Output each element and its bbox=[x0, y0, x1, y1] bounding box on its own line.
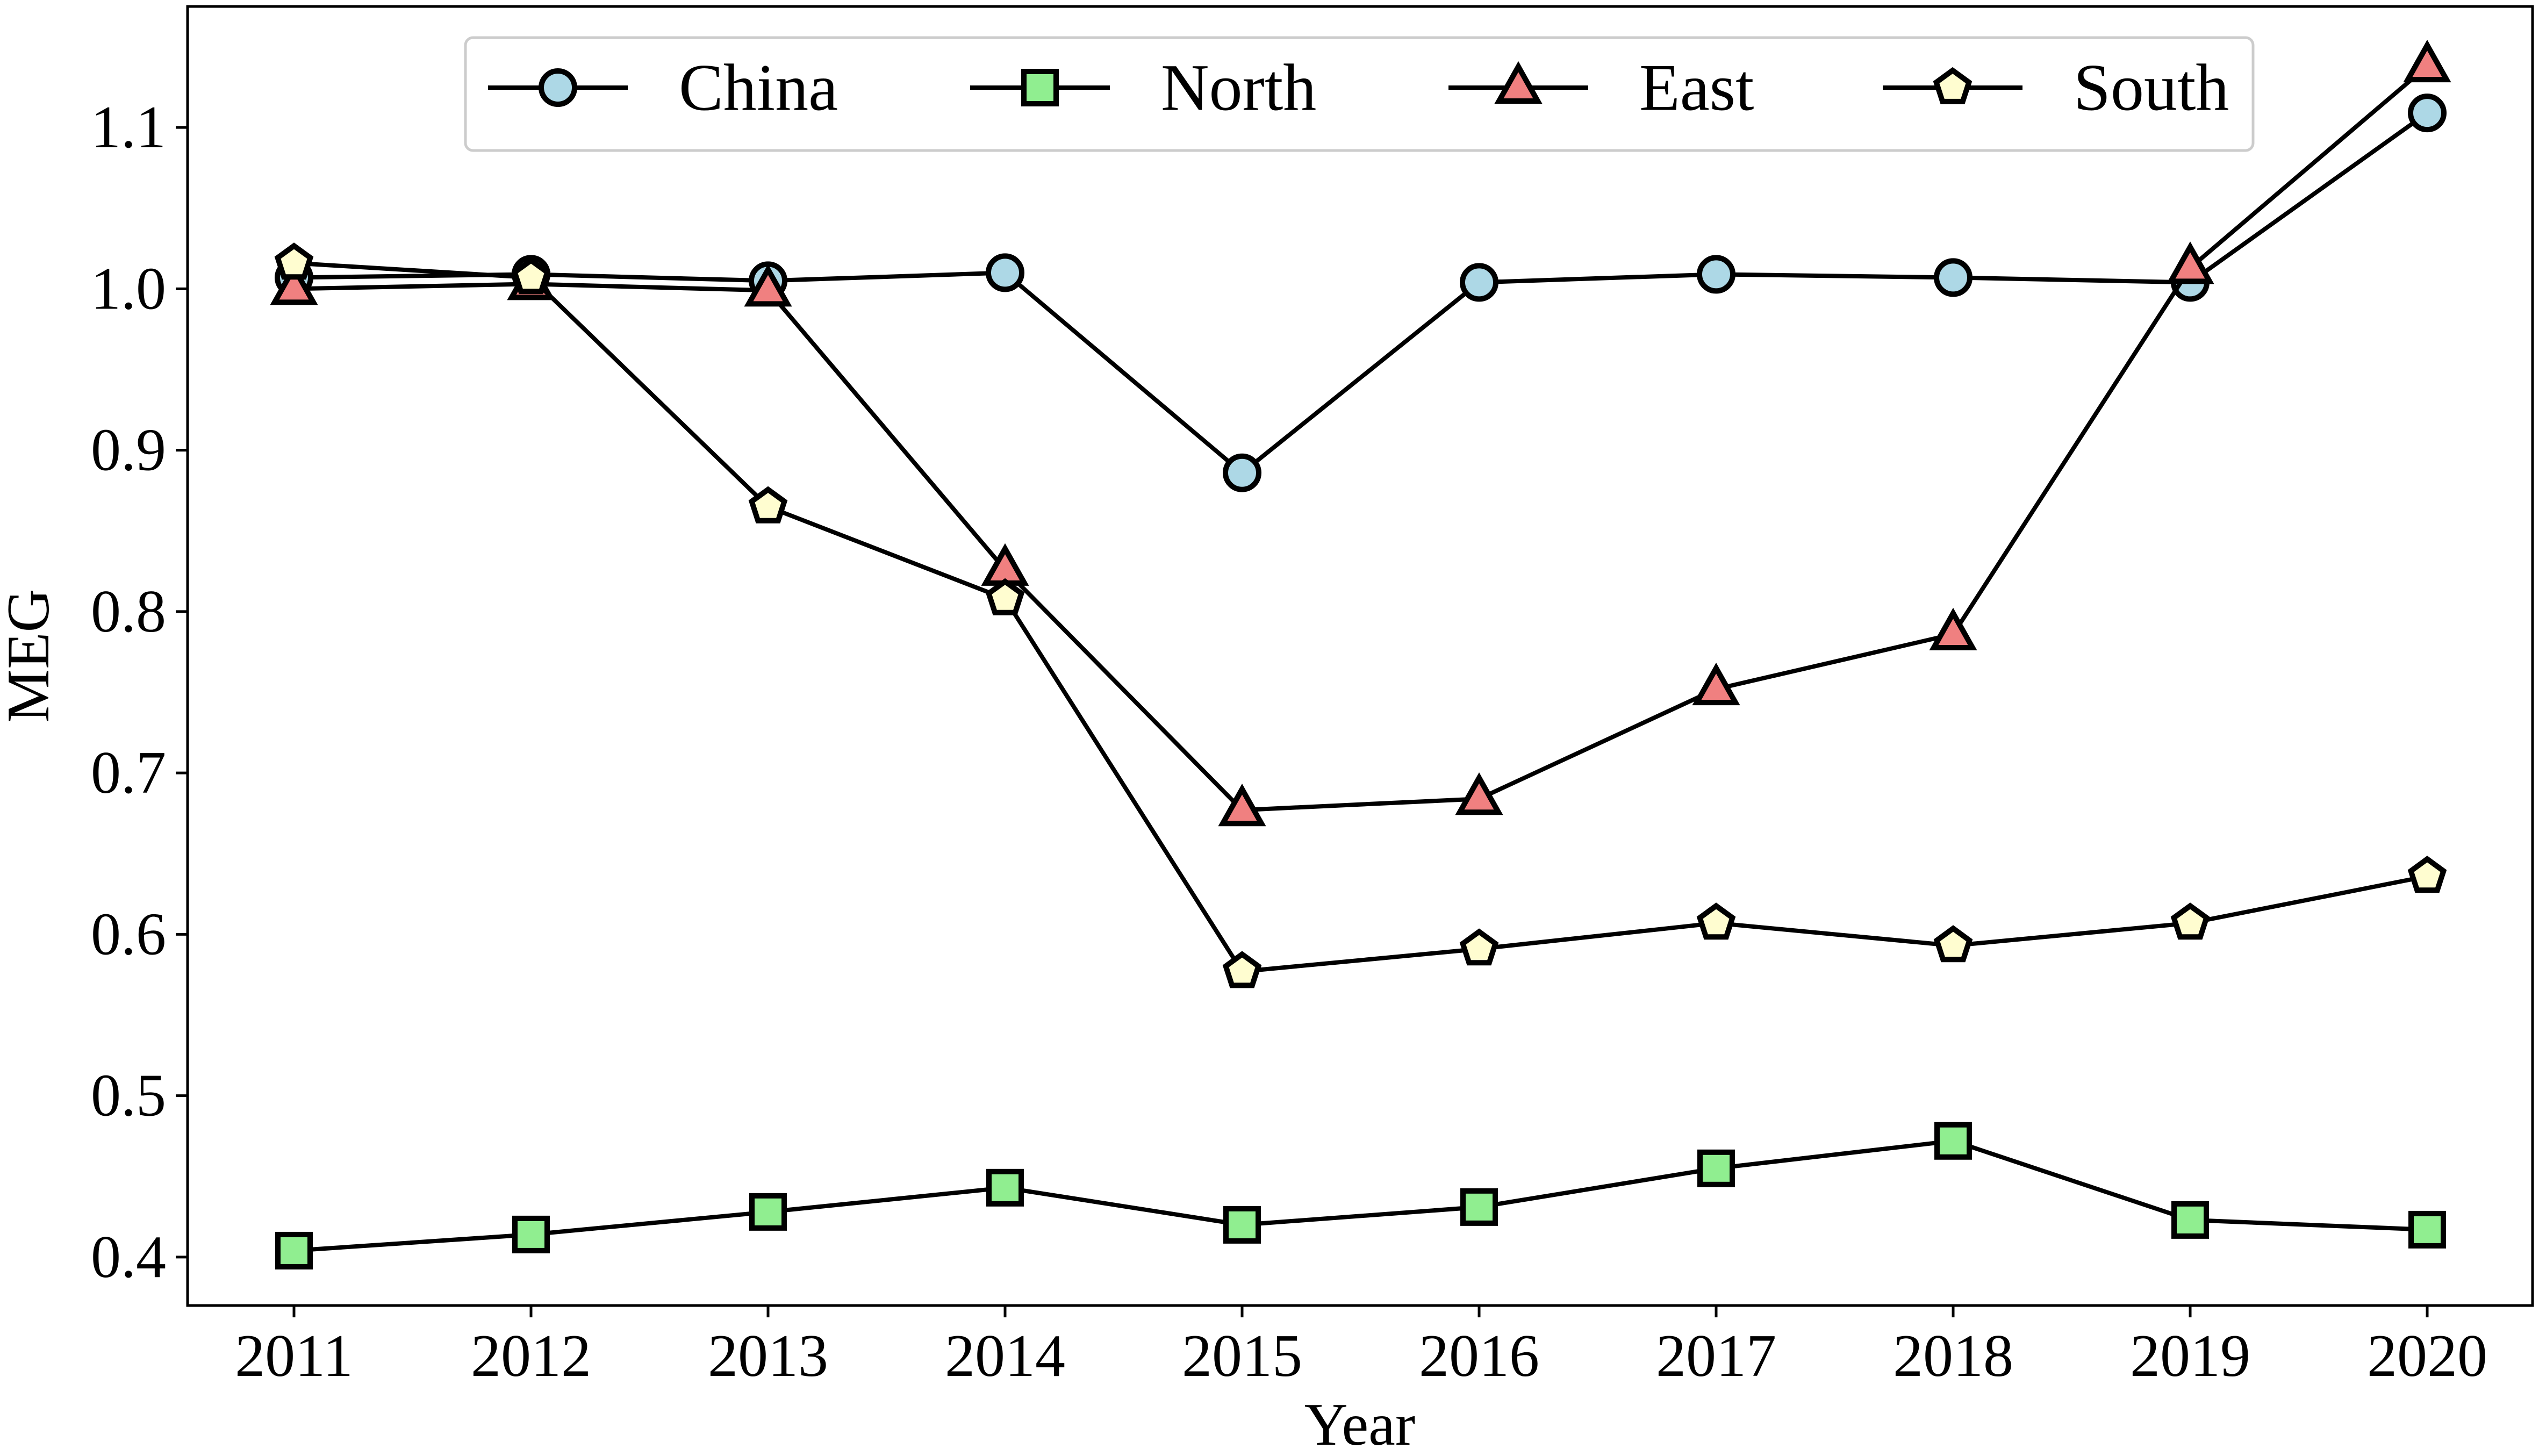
legend-marker-east bbox=[1494, 61, 1543, 104]
x-tick-label-2015: 2015 bbox=[1182, 1323, 1302, 1389]
point-south-2013 bbox=[748, 486, 788, 523]
point-south-2011 bbox=[274, 242, 314, 280]
x-axis-label: Year bbox=[1304, 1392, 1415, 1456]
series-line-south bbox=[293, 261, 2428, 974]
point-china-2015 bbox=[1223, 453, 1261, 492]
point-south-2020 bbox=[2407, 856, 2447, 893]
y-tick-label-0.9: 0.9 bbox=[91, 417, 166, 484]
legend-item-south: South bbox=[1883, 51, 2229, 125]
legend-label-east: East bbox=[1639, 51, 1754, 125]
point-north-2016 bbox=[1460, 1188, 1498, 1226]
point-china-2014 bbox=[986, 253, 1024, 292]
legend-marker-china bbox=[539, 68, 577, 107]
legend-label-china: China bbox=[679, 51, 838, 125]
point-north-2014 bbox=[986, 1168, 1024, 1207]
point-east-2019 bbox=[2166, 241, 2214, 284]
point-north-2011 bbox=[275, 1231, 313, 1269]
x-tick-label-2016: 2016 bbox=[1419, 1323, 1539, 1389]
point-south-2016 bbox=[1459, 928, 1499, 966]
point-china-2016 bbox=[1460, 263, 1498, 302]
legend-label-north: North bbox=[1161, 51, 1316, 125]
point-north-2017 bbox=[1697, 1149, 1735, 1187]
legend-marker-south bbox=[1933, 67, 1973, 104]
series-line-east bbox=[293, 64, 2429, 813]
x-tick-label-2018: 2018 bbox=[1893, 1323, 2013, 1389]
point-china-2020 bbox=[2408, 94, 2447, 133]
point-east-2015 bbox=[1218, 784, 1266, 827]
y-tick-label-0.5: 0.5 bbox=[91, 1063, 166, 1129]
legend-item-north: North bbox=[970, 51, 1316, 125]
point-china-2018 bbox=[1934, 258, 1973, 297]
point-east-2013 bbox=[744, 264, 792, 307]
point-south-2017 bbox=[1696, 902, 1736, 940]
series-line-china bbox=[293, 111, 2429, 475]
y-tick-label-0.7: 0.7 bbox=[91, 740, 166, 806]
legend-marker-north bbox=[1021, 69, 1059, 106]
point-north-2019 bbox=[2171, 1201, 2209, 1239]
legend-label-south: South bbox=[2074, 51, 2229, 125]
point-east-2016 bbox=[1455, 772, 1503, 815]
series-south bbox=[274, 242, 2447, 988]
axis-layer: 2011 2012 2013 2014 2015 2016 2017 2018 2019 2020… bbox=[91, 94, 2487, 1389]
x-tick-label-2014: 2014 bbox=[945, 1323, 1065, 1389]
x-tick-label-2013: 2013 bbox=[708, 1323, 828, 1389]
x-tick-label-2020: 2020 bbox=[2367, 1323, 2487, 1389]
point-china-2017 bbox=[1697, 255, 1735, 294]
point-east-2017 bbox=[1692, 662, 1740, 706]
series-east bbox=[270, 39, 2451, 827]
point-south-2019 bbox=[2170, 902, 2210, 940]
y-tick-label-0.4: 0.4 bbox=[91, 1224, 166, 1290]
legend-item-east: East bbox=[1448, 51, 1754, 125]
y-tick-label-1.1: 1.1 bbox=[91, 94, 166, 161]
series-line-north bbox=[293, 1138, 2428, 1253]
point-south-2018 bbox=[1933, 925, 1973, 963]
legend-items: China North East South bbox=[488, 51, 2229, 125]
point-north-2015 bbox=[1223, 1206, 1261, 1244]
series-layer bbox=[270, 39, 2451, 1269]
point-north-2012 bbox=[512, 1215, 550, 1253]
y-axis-label: MEG bbox=[0, 589, 62, 723]
point-east-2018 bbox=[1929, 607, 1977, 650]
series-north bbox=[275, 1122, 2446, 1269]
point-north-2013 bbox=[749, 1193, 787, 1231]
point-east-2011 bbox=[270, 262, 318, 305]
point-north-2018 bbox=[1934, 1122, 1972, 1160]
point-north-2020 bbox=[2408, 1210, 2446, 1249]
point-east-2020 bbox=[2403, 39, 2451, 83]
point-south-2012 bbox=[511, 257, 551, 295]
legend: China North East South bbox=[464, 36, 2255, 152]
point-south-2015 bbox=[1222, 951, 1262, 988]
x-tick-label-2012: 2012 bbox=[471, 1323, 591, 1389]
x-tick-label-2019: 2019 bbox=[2130, 1323, 2250, 1389]
legend-frame bbox=[464, 36, 2255, 152]
x-tick-label-2017: 2017 bbox=[1656, 1323, 1776, 1389]
plot-frame bbox=[186, 5, 2534, 1307]
legend-item-china: China bbox=[488, 51, 838, 125]
point-south-2014 bbox=[985, 578, 1025, 615]
y-tick-label-0.6: 0.6 bbox=[91, 901, 166, 967]
series-china bbox=[275, 94, 2447, 492]
y-tick-label-0.8: 0.8 bbox=[91, 578, 166, 645]
x-tick-label-2011: 2011 bbox=[235, 1323, 353, 1389]
y-tick-label-1.0: 1.0 bbox=[91, 255, 166, 322]
